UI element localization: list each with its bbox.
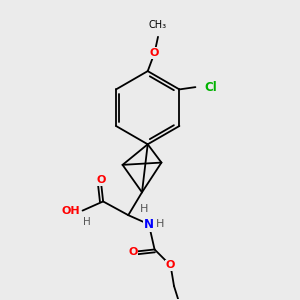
- Text: O: O: [128, 247, 137, 257]
- Text: O: O: [166, 260, 175, 271]
- Text: OH: OH: [61, 206, 80, 216]
- Text: H: H: [156, 219, 164, 229]
- Text: H: H: [140, 204, 148, 214]
- Text: N: N: [144, 218, 154, 231]
- Text: Cl: Cl: [205, 81, 217, 94]
- Text: CH₃: CH₃: [149, 20, 167, 30]
- Text: H: H: [83, 217, 91, 227]
- Text: O: O: [96, 175, 106, 185]
- Text: O: O: [150, 48, 159, 58]
